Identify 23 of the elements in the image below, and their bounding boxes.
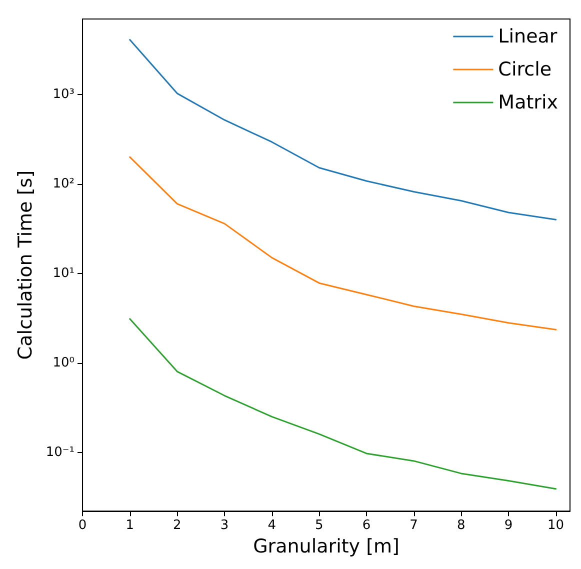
y-tick-label: 10¹ [52, 266, 75, 281]
y-tick-label: 10⁻¹ [46, 444, 75, 460]
line-series [129, 156, 557, 330]
x-tick-label: 4 [268, 518, 276, 534]
x-tick-label: 8 [457, 518, 466, 534]
y-axis-title: Calculation Time [s] [14, 170, 36, 360]
x-tick-label: 3 [220, 518, 229, 534]
x-tick-label: 10 [548, 518, 564, 534]
x-tick-label: 0 [78, 518, 87, 534]
x-tick-label: 6 [362, 518, 371, 534]
y-tick-label: 10² [52, 176, 75, 192]
x-tick-label: 7 [410, 518, 418, 534]
x-tick-label: 2 [173, 518, 182, 534]
x-tick-label: 1 [126, 518, 134, 534]
legend-label: Matrix [498, 92, 558, 114]
y-tick-label: 10⁰ [52, 355, 75, 370]
line-series [129, 318, 557, 490]
x-tick-label: 9 [504, 518, 513, 534]
legend-label: Linear [498, 26, 558, 48]
x-axis-title: Granularity [m] [253, 536, 400, 558]
x-tick-label: 5 [315, 518, 324, 534]
legend-label: Circle [498, 58, 552, 80]
y-tick-label: 10³ [52, 87, 75, 102]
